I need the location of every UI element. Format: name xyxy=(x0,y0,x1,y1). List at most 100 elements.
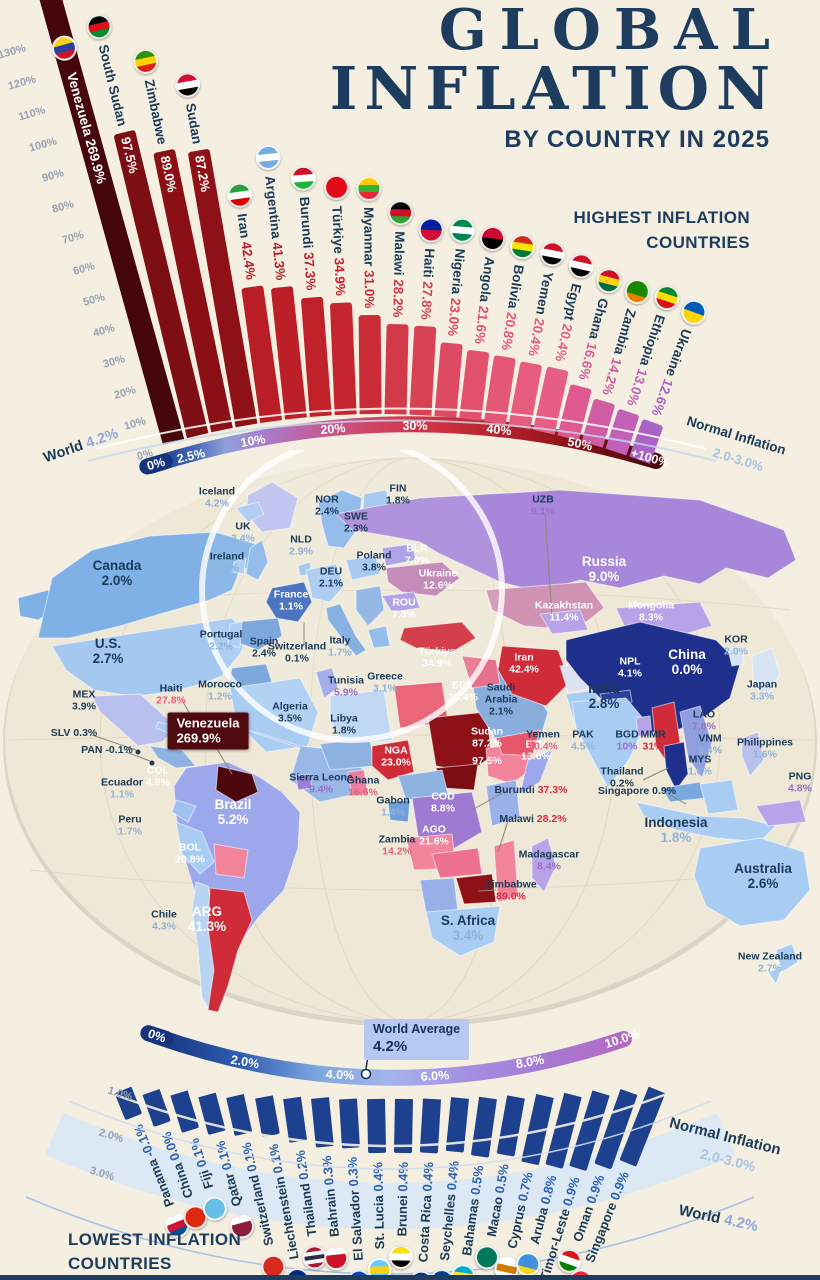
bar-st-lucia xyxy=(366,1098,387,1154)
map-country-name: Ecuador xyxy=(100,776,144,789)
bar-malawi xyxy=(384,323,409,415)
bottom-scale-tick: 8.0% xyxy=(514,1052,546,1072)
map-country-value: 1.1% xyxy=(110,788,134,800)
map-country-name: Zimbabwe xyxy=(485,878,537,891)
map-country-name: Zambia xyxy=(378,833,416,846)
country-shape xyxy=(699,779,739,815)
bar-label-costa-rica: Costa Rica 0.4% xyxy=(415,1161,436,1262)
bar-brunei xyxy=(393,1098,413,1154)
map-country-name: PNG xyxy=(788,770,812,783)
bar-value: 0.4% xyxy=(419,1161,436,1192)
map-country-value: 7.0% xyxy=(405,554,429,566)
map-country-value: 34.9% xyxy=(422,657,452,669)
country-shape xyxy=(215,765,259,803)
bar-country-name: Brunei xyxy=(393,1191,410,1237)
country-shape xyxy=(399,621,477,653)
map-label-zambia: Zambia 14.2% xyxy=(378,833,416,858)
country-shape xyxy=(679,705,713,780)
bottom-axis-tick: 3.0% xyxy=(88,1164,116,1184)
map-country-value: 2.0% xyxy=(724,645,748,657)
map-label-uzb: UZB 9.1% xyxy=(531,493,555,518)
bar-value: 0.4% xyxy=(394,1161,411,1192)
title-subtitle: BY COUNTRY IN 2025 xyxy=(504,125,770,153)
leader-line xyxy=(544,513,553,617)
map-label-portugal: Portugal 2.2% xyxy=(199,628,243,653)
country-shape xyxy=(663,741,689,791)
bar-country-name: Qatar xyxy=(220,1167,245,1209)
bar-country-name: Thailand xyxy=(295,1178,319,1238)
map-country-name: BGD xyxy=(615,728,639,741)
country-shape xyxy=(227,621,243,649)
bar-country-name: Iran xyxy=(234,212,254,244)
map-country-name: Arabia xyxy=(484,693,518,706)
map-country-value: 2.2% xyxy=(209,640,233,652)
bottom-axis-tick: 2.0% xyxy=(97,1126,125,1146)
map-country-value: 2.7% xyxy=(92,651,124,666)
bar-label-malawi: Malawi 28.2% xyxy=(390,231,407,318)
flag-malawi-icon xyxy=(387,199,413,226)
bar-country-name: Timor-Leste xyxy=(535,1203,574,1280)
map-country-value: 2.3% xyxy=(344,522,368,534)
country-shape xyxy=(497,645,571,707)
map-country-value: 1.8% xyxy=(386,494,410,506)
leader-line xyxy=(91,734,137,751)
bar-label-el-salvador: El Salvador 0.3% xyxy=(344,1156,365,1261)
bar-value: 0.3% xyxy=(318,1155,336,1187)
country-shape xyxy=(425,905,501,957)
map-label-brazil: Brazil 5.2% xyxy=(215,797,252,827)
top-scale-tick: 30% xyxy=(402,419,428,433)
map-country-value: 11.4% xyxy=(549,611,579,623)
map-country-name: NPL xyxy=(619,655,641,668)
map-country-name: Haiti xyxy=(159,682,183,695)
country-shape xyxy=(245,539,269,581)
map-label-deu: DEU 2.1% xyxy=(319,565,343,590)
bar-country-name: Angola xyxy=(476,256,498,308)
map-country-name: S. Africa xyxy=(440,912,496,928)
country-shape xyxy=(387,799,411,823)
bar-country-name: Costa Rica xyxy=(414,1190,435,1263)
bar-label-switzerland: Switzerland 0.1% xyxy=(239,1141,277,1247)
map-country-name: China xyxy=(668,646,706,662)
map-country-value: 8.4% xyxy=(537,860,561,872)
highest-inflation-heading: HIGHEST INFLATION COUNTRIES xyxy=(574,206,750,255)
bar-country-name: Argentina xyxy=(262,174,285,243)
title-inflation: INFLATION xyxy=(329,54,777,123)
map-label-uk: UK 3.4% xyxy=(231,520,255,545)
map-label-south-sudan: 97.5% xyxy=(472,755,502,768)
map-label-gabon: Gabon 1.4% xyxy=(376,794,409,819)
map-label-mex: MEX 3.9% xyxy=(72,688,96,713)
bar-country-name: Malawi xyxy=(391,230,408,280)
map-country-value: 7.3% xyxy=(392,608,416,620)
bar-label-fiji: Fiji 0.1% xyxy=(186,1137,216,1191)
map-country-value: 1.7% xyxy=(118,825,142,837)
flag-oman-icon xyxy=(553,1245,585,1277)
map-label-slv: SLV 0.3% xyxy=(51,727,98,740)
country-shape xyxy=(693,837,811,927)
map-country-name: Ireland xyxy=(209,550,245,563)
map-country-value: 2.1% xyxy=(319,577,343,589)
bar-bahrain xyxy=(310,1097,334,1149)
map-country-name: ETH xyxy=(525,738,547,751)
map-label-bol: BOL 20.8% xyxy=(175,841,205,866)
map-label-haiti: Haiti 27.8% xyxy=(156,682,186,707)
map-label-rou: ROU 7.3% xyxy=(392,596,416,621)
map-label-malawi: Malawi 28.2% xyxy=(499,813,566,826)
map-country-name: France xyxy=(273,588,309,601)
map-country-value: 1.6% xyxy=(753,748,777,760)
map-country-name: BOL xyxy=(178,841,202,854)
map-label-bgd: BGD 10% xyxy=(615,728,639,753)
map-country-name: Portugal xyxy=(199,628,243,641)
bar-value: 34.9% xyxy=(331,257,349,297)
country-shape xyxy=(235,501,265,523)
bar-country-name: Liechtenstein xyxy=(270,1171,301,1261)
bar-value: 0.9% xyxy=(558,1175,582,1209)
map-country-value: 9.0% xyxy=(588,569,620,584)
map-label-poland: Poland 3.8% xyxy=(356,549,391,574)
map-label-mys: MYS 1.6% xyxy=(688,753,712,778)
bottom-scale-tick: 4.0% xyxy=(325,1067,355,1083)
map-country-name: BLR xyxy=(406,542,428,555)
map-label-t-rkiye: Türkiye 34.9% xyxy=(418,645,455,670)
map-country-value: 269.9% xyxy=(176,730,221,745)
world-map-graphic xyxy=(3,450,817,1025)
